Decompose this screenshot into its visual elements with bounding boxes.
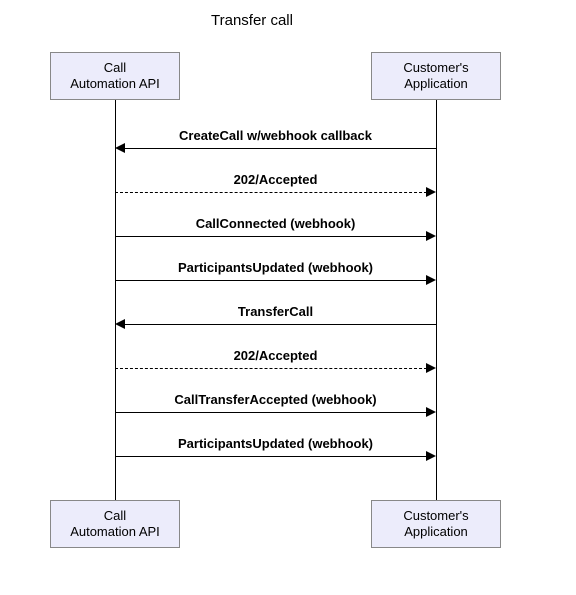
message-line <box>115 280 427 281</box>
arrowhead-icon <box>426 231 436 241</box>
actor-box-left-bottom: CallAutomation API <box>50 500 180 548</box>
actor-label: CallAutomation API <box>70 60 160 93</box>
actor-label: CallAutomation API <box>70 508 160 541</box>
message-line <box>124 148 436 149</box>
message-line <box>115 412 427 413</box>
message-line <box>124 324 436 325</box>
arrowhead-icon <box>115 143 125 153</box>
message-label: ParticipantsUpdated (webhook) <box>115 436 436 451</box>
message-label: CreateCall w/webhook callback <box>115 128 436 143</box>
message-line <box>115 368 427 369</box>
message-label: ParticipantsUpdated (webhook) <box>115 260 436 275</box>
actor-label: Customer'sApplication <box>403 60 468 93</box>
message-label: CallConnected (webhook) <box>115 216 436 231</box>
message-label: 202/Accepted <box>115 348 436 363</box>
actor-box-left-top: CallAutomation API <box>50 52 180 100</box>
message-line <box>115 236 427 237</box>
lifeline-right <box>436 100 437 500</box>
message-label: TransferCall <box>115 304 436 319</box>
arrowhead-icon <box>426 407 436 417</box>
actor-box-right-top: Customer'sApplication <box>371 52 501 100</box>
message-line <box>115 456 427 457</box>
arrowhead-icon <box>115 319 125 329</box>
actor-label: Customer'sApplication <box>403 508 468 541</box>
arrowhead-icon <box>426 275 436 285</box>
diagram-title: Transfer call <box>211 12 293 29</box>
message-label: 202/Accepted <box>115 172 436 187</box>
arrowhead-icon <box>426 187 436 197</box>
actor-box-right-bottom: Customer'sApplication <box>371 500 501 548</box>
message-label: CallTransferAccepted (webhook) <box>115 392 436 407</box>
arrowhead-icon <box>426 363 436 373</box>
message-line <box>115 192 427 193</box>
arrowhead-icon <box>426 451 436 461</box>
